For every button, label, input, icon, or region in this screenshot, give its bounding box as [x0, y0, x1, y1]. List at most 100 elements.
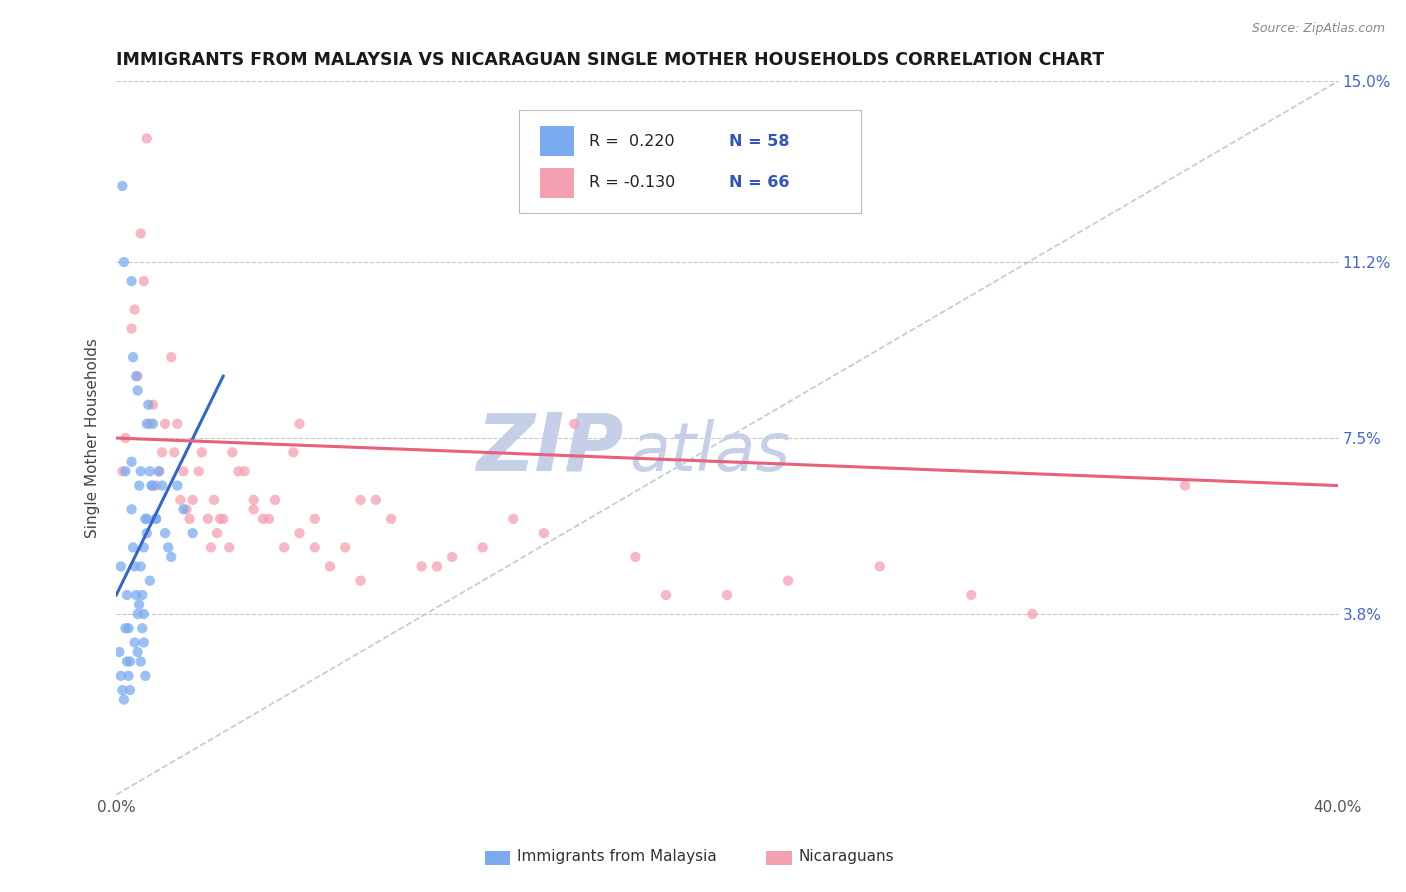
Point: [141, 478, 163, 492]
Point: [117, 621, 139, 635]
Point: [176, 502, 198, 516]
Point: [172, 464, 194, 478]
Point: [132, 541, 155, 555]
Point: [242, 502, 264, 516]
Point: [869, 559, 891, 574]
Point: [209, 512, 232, 526]
Point: [233, 464, 256, 478]
Point: [148, 464, 170, 478]
Point: [139, 417, 162, 431]
Point: [122, 541, 145, 555]
Point: [221, 445, 243, 459]
Point: [132, 274, 155, 288]
Text: R =  0.220: R = 0.220: [589, 134, 675, 149]
Point: [562, 417, 585, 431]
Text: R = -0.130: R = -0.130: [589, 175, 675, 190]
Point: [124, 302, 146, 317]
Point: [110, 669, 132, 683]
Point: [200, 541, 222, 555]
Point: [110, 559, 132, 574]
Point: [166, 417, 188, 431]
Point: [121, 321, 143, 335]
Point: [127, 384, 149, 398]
Point: [163, 445, 186, 459]
Point: [118, 683, 141, 698]
Point: [179, 512, 201, 526]
Point: [111, 178, 134, 193]
Point: [131, 588, 153, 602]
Point: [127, 645, 149, 659]
Point: [117, 669, 139, 683]
Point: [533, 526, 555, 541]
Point: [502, 512, 524, 526]
Text: N = 66: N = 66: [730, 175, 790, 190]
Point: [257, 512, 280, 526]
Point: [960, 588, 983, 602]
Point: [380, 512, 402, 526]
Point: [134, 512, 156, 526]
Point: [335, 541, 357, 555]
Point: [205, 526, 228, 541]
Point: [127, 607, 149, 621]
Point: [218, 541, 240, 555]
Point: [181, 492, 204, 507]
Point: [150, 445, 173, 459]
Point: [1021, 607, 1043, 621]
Point: [655, 588, 678, 602]
Point: [128, 598, 150, 612]
Point: [716, 588, 738, 602]
Point: [135, 526, 157, 541]
Point: [121, 274, 143, 288]
Point: [153, 526, 176, 541]
Point: [122, 350, 145, 364]
Point: [441, 549, 464, 564]
Point: [150, 478, 173, 492]
Point: [112, 692, 135, 706]
Point: [252, 512, 274, 526]
Point: [114, 464, 136, 478]
Point: [172, 502, 194, 516]
Point: [197, 512, 219, 526]
Point: [1174, 478, 1197, 492]
Point: [304, 541, 326, 555]
Point: [471, 541, 494, 555]
Point: [112, 255, 135, 269]
Point: [187, 464, 209, 478]
Point: [114, 431, 136, 445]
Point: [139, 464, 162, 478]
Point: [264, 492, 287, 507]
Point: [129, 559, 152, 574]
Point: [139, 574, 162, 588]
FancyBboxPatch shape: [540, 168, 574, 198]
Text: Immigrants from Malaysia: Immigrants from Malaysia: [517, 849, 717, 863]
Point: [129, 464, 152, 478]
Point: [288, 417, 311, 431]
Point: [349, 574, 371, 588]
Point: [125, 588, 148, 602]
Point: [115, 588, 138, 602]
Point: [242, 492, 264, 507]
Point: [115, 655, 138, 669]
Point: [121, 502, 143, 516]
Point: [212, 512, 235, 526]
Point: [191, 445, 214, 459]
Point: [288, 526, 311, 541]
Point: [181, 526, 204, 541]
Point: [132, 635, 155, 649]
Point: [118, 655, 141, 669]
Point: [121, 455, 143, 469]
Point: [160, 350, 183, 364]
Point: [124, 559, 146, 574]
Point: [124, 635, 146, 649]
Point: [111, 464, 134, 478]
Point: [128, 478, 150, 492]
Point: [142, 478, 165, 492]
Point: [145, 512, 167, 526]
Text: Nicaraguans: Nicaraguans: [799, 849, 894, 863]
Point: [169, 492, 191, 507]
FancyBboxPatch shape: [540, 127, 574, 156]
Point: [114, 621, 136, 635]
Point: [148, 464, 170, 478]
Point: [134, 669, 156, 683]
Point: [349, 492, 371, 507]
